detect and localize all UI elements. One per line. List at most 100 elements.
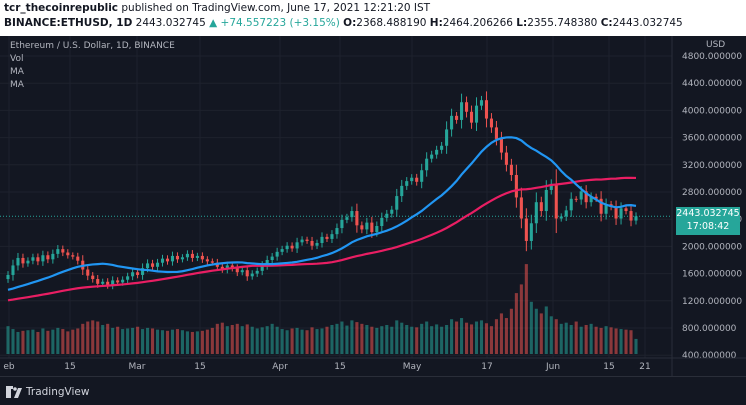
volume-bar: [474, 321, 479, 354]
ma-slow-line: [7, 176, 637, 302]
time-tick-label: 15: [64, 362, 75, 372]
candle-body: [599, 198, 603, 214]
volume-bar: [16, 331, 20, 354]
candle-body: [380, 217, 384, 226]
legend-ma-2[interactable]: MA: [10, 80, 24, 90]
candle-body: [111, 280, 115, 286]
candle-body: [534, 202, 538, 224]
candle-body: [504, 152, 508, 165]
volume-bar: [509, 308, 513, 354]
volume-bar: [450, 319, 454, 354]
close-value: 2443.032745: [612, 17, 683, 29]
volume-bar: [479, 320, 484, 354]
symbol-label: BINANCE:ETHUSD, 1D: [4, 17, 133, 29]
candle-body: [340, 219, 344, 229]
author-name[interactable]: tcr_thecoinrepublic: [4, 2, 119, 14]
volume-bar: [11, 329, 15, 354]
candle-body: [200, 255, 204, 260]
volume-bar: [310, 327, 314, 354]
candle-body: [106, 281, 110, 286]
price-tick-label: 1200.000000: [682, 297, 742, 307]
volume-bar: [594, 326, 598, 354]
candle-body: [11, 265, 15, 275]
volume-bar: [160, 330, 165, 354]
last-price: 2443.032745: [135, 17, 206, 29]
chart-pane[interactable]: 4800.000000 4400.000000 4000.000000 3600.00…: [0, 36, 746, 376]
volume-bar: [66, 331, 70, 354]
volume-bar: [629, 330, 633, 354]
candle-body: [634, 216, 638, 221]
volume-bar: [185, 331, 189, 354]
volume-bar: [175, 329, 180, 354]
candle-body: [469, 111, 474, 123]
candle-body: [101, 281, 105, 284]
candle-body: [519, 197, 523, 219]
volume-bar: [584, 325, 588, 354]
candle-body: [554, 183, 558, 219]
volume-bar: [220, 322, 224, 354]
candle-body: [549, 183, 553, 190]
axes: 4800.000000 4400.000000 4000.000000 3600.00…: [0, 36, 746, 376]
volume-bar: [190, 331, 194, 354]
volume-bar: [519, 284, 523, 354]
price-tick-label: 4800.000000: [682, 52, 742, 62]
volume-bar: [295, 327, 299, 354]
currency-label: USD: [706, 40, 726, 50]
candle-body: [315, 243, 319, 246]
candle-body: [175, 255, 180, 260]
price-tick-label: 2800.000000: [682, 188, 742, 198]
candle-body: [61, 249, 65, 253]
candle-body: [165, 258, 170, 262]
volume-bar: [415, 327, 419, 354]
brand-name[interactable]: TradingView: [26, 386, 90, 398]
volume-bar: [31, 329, 35, 354]
legend-ma-1[interactable]: MA: [10, 67, 24, 77]
legend-vol[interactable]: Vol: [10, 54, 24, 64]
volume-bar: [6, 326, 10, 354]
tradingview-logo-icon[interactable]: [6, 386, 22, 398]
volume-bar: [330, 325, 334, 354]
volume-bar: [81, 323, 85, 354]
candle-body: [579, 191, 583, 200]
volume-bar: [335, 323, 339, 354]
price-tick-label: 3200.000000: [682, 161, 742, 171]
volume-bar: [86, 321, 90, 354]
volume-bar: [614, 328, 618, 354]
candle-body: [305, 239, 309, 241]
volume-bar: [619, 329, 623, 354]
volume-bar: [141, 329, 145, 354]
candle-body: [450, 115, 454, 130]
candle-body: [524, 218, 528, 241]
volume-bar: [205, 329, 209, 354]
candle-body: [46, 255, 50, 260]
bar-countdown: 17:08:42: [686, 221, 730, 232]
volume-bar: [170, 329, 175, 354]
candle-body: [21, 257, 25, 264]
volume-bar: [405, 325, 409, 354]
volume-bar: [290, 328, 294, 354]
volume-bar: [534, 308, 538, 354]
volume-bar: [564, 322, 568, 354]
candle-body: [51, 253, 55, 260]
candle-body: [265, 260, 269, 266]
chart-svg[interactable]: 4800.000000 4400.000000 4000.000000 3600.00…: [0, 36, 746, 376]
candle-body: [435, 149, 439, 155]
volume-bar: [514, 293, 518, 354]
volume-bar: [280, 329, 284, 354]
volume-bar: [345, 325, 349, 354]
candle-body: [474, 105, 479, 123]
price-tick-label: 4000.000000: [682, 106, 742, 116]
candle-body: [335, 228, 339, 235]
candle-body: [41, 255, 45, 262]
publish-header: tcr_thecoinrepublic published on Trading…: [0, 0, 746, 36]
price-tick-label: 400.000000: [682, 351, 737, 361]
candle-body: [320, 236, 324, 243]
candle-body: [155, 262, 160, 267]
volume-bar: [385, 325, 389, 354]
candle-body: [195, 255, 199, 258]
candle-body: [170, 255, 175, 262]
candle-body: [16, 257, 20, 266]
candle-body: [589, 196, 593, 203]
candle-body: [624, 208, 628, 212]
publish-line: tcr_thecoinrepublic published on Trading…: [4, 2, 430, 14]
